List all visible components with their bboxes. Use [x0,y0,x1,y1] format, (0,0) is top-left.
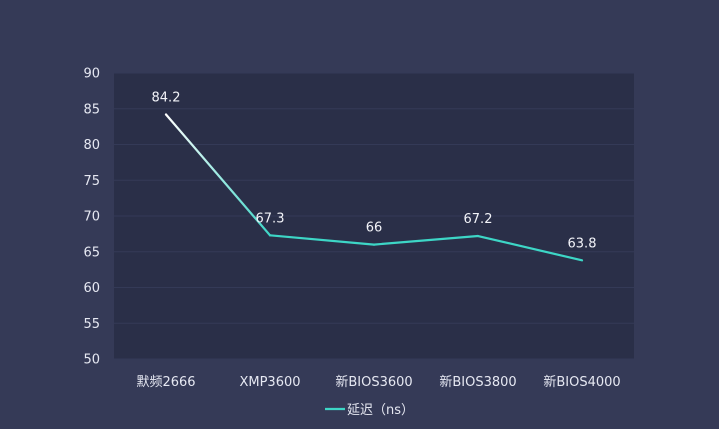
series-line-segment [268,234,376,246]
x-tick-label: 默频2666 [136,374,195,390]
y-tick-label: 75 [83,174,100,189]
data-label: 66 [366,221,383,236]
y-axis: 50 55 60 65 70 75 80 85 90 [83,67,100,368]
legend[interactable]: 延迟（ns） [325,403,414,418]
data-label: 67.2 [464,212,493,227]
data-labels: 84.2 67.3 66 67.2 63.8 [152,90,597,251]
y-tick-label: 55 [83,317,100,332]
y-tick-label: 90 [83,67,100,82]
y-tick-label: 85 [83,102,100,117]
data-label: 63.8 [568,236,597,251]
x-tick-label: XMP3600 [239,375,300,390]
x-tick-label: 新BIOS4000 [543,374,620,390]
y-tick-label: 80 [83,138,100,153]
y-tick-label: 50 [83,353,100,368]
series-line-segment [164,113,272,237]
y-tick-label: 65 [83,245,100,260]
series-line-segment [476,234,584,262]
legend-label: 延迟（ns） [347,403,414,418]
series-lines [164,113,584,262]
x-tick-label: 新BIOS3600 [335,374,412,390]
data-label: 84.2 [152,90,181,105]
series-line-segment [372,234,480,246]
x-tick-label: 新BIOS3800 [439,374,516,390]
y-tick-label: 60 [83,281,100,296]
y-tick-label: 70 [83,210,100,225]
x-axis: 默频2666 XMP3600 新BIOS3600 新BIOS3800 新BIOS4000 [136,374,620,390]
data-label: 67.3 [256,211,285,226]
